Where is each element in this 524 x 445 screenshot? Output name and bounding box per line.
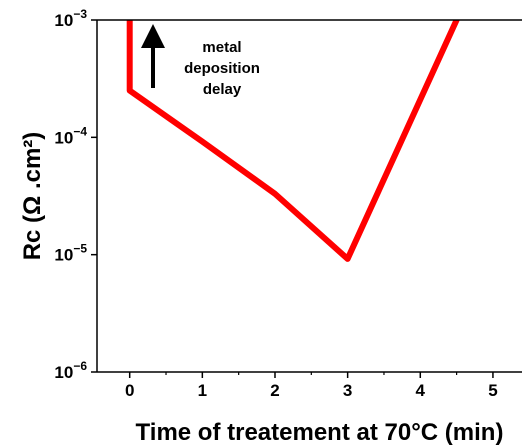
y-tick-label: 10−4 bbox=[54, 124, 87, 147]
y-tick-label: 10−6 bbox=[54, 359, 87, 382]
y-tick-label: 10−3 bbox=[54, 7, 87, 30]
x-tick-label: 4 bbox=[416, 381, 426, 400]
y-tick-label: 10−5 bbox=[54, 242, 87, 265]
annotation-text: metal deposition delay bbox=[184, 39, 260, 98]
x-tick-label: 5 bbox=[488, 381, 497, 400]
x-tick-label: 0 bbox=[125, 381, 134, 400]
x-axis-title: Time of treatement at 70°C (min) bbox=[136, 419, 504, 445]
series-line-0 bbox=[126, 20, 460, 262]
y-axis-title: Rc (Ω .cm²) bbox=[19, 132, 46, 261]
x-tick-label: 1 bbox=[198, 381, 207, 400]
x-tick-label: 3 bbox=[343, 381, 352, 400]
x-tick-label: 2 bbox=[270, 381, 279, 400]
